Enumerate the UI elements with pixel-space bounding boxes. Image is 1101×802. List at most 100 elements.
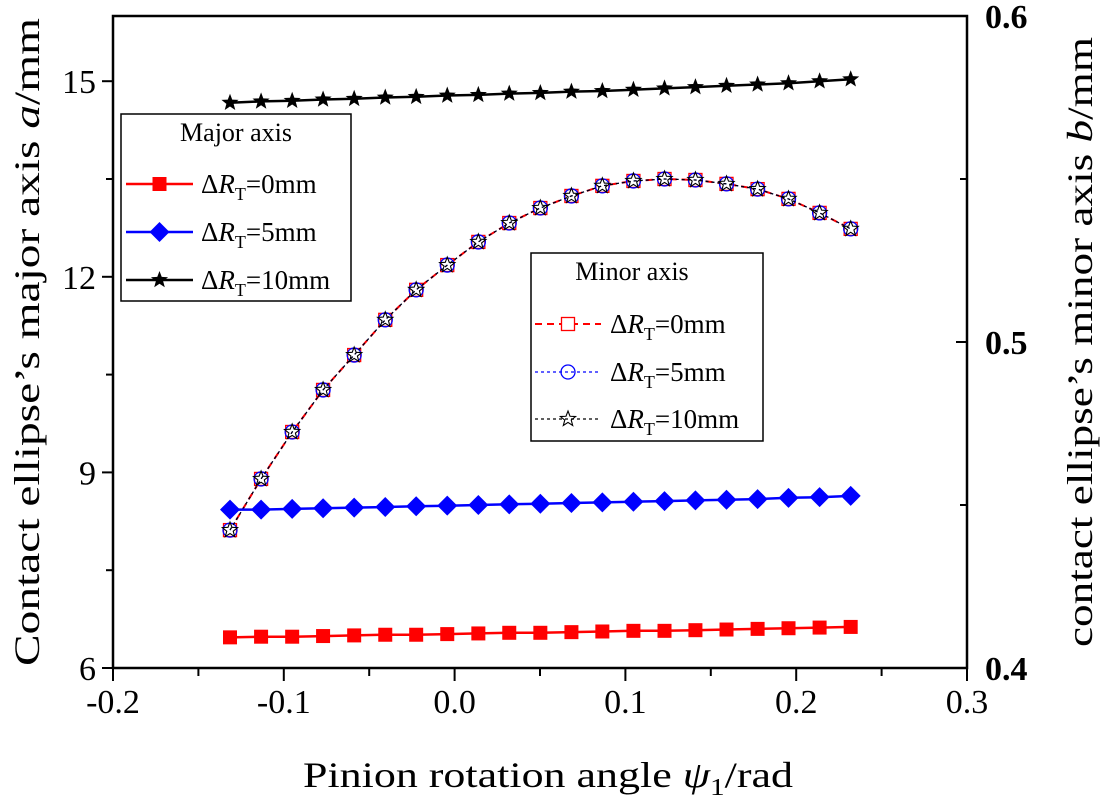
data-point xyxy=(623,491,644,512)
data-point xyxy=(500,213,519,231)
data-point xyxy=(685,490,706,511)
data-point xyxy=(562,82,580,99)
legend-entry: ΔRT=10mm xyxy=(126,265,330,300)
data-point xyxy=(499,494,520,515)
x-axis: -0.2 -0.1 0.0 0.1 0.2 0.3 xyxy=(86,668,988,721)
data-point xyxy=(595,624,610,639)
series-0 xyxy=(222,619,858,645)
data-point xyxy=(438,255,457,273)
data-point xyxy=(469,232,488,250)
y-axis-right: 0.4 0.5 0.6 xyxy=(956,0,1028,688)
y-axis-right-title: contact ellipse’s minor axis b/mm xyxy=(1060,37,1100,647)
data-point xyxy=(283,91,301,109)
legend-label: ΔRT=0mm xyxy=(610,309,726,344)
data-point xyxy=(530,493,551,514)
data-point xyxy=(593,176,612,194)
data-point xyxy=(376,88,394,105)
y-left-tick-label: 9 xyxy=(79,455,96,492)
data-point xyxy=(502,625,517,640)
legend-entry: ΔRT=0mm xyxy=(126,169,317,204)
data-point xyxy=(347,628,362,643)
data-point xyxy=(562,186,581,204)
data-point xyxy=(748,179,767,197)
data-point xyxy=(407,280,426,298)
y-left-tick-label: 6 xyxy=(79,651,96,688)
data-point xyxy=(593,81,611,99)
legend-marker xyxy=(558,409,578,427)
data-point xyxy=(749,75,767,92)
data-point xyxy=(222,630,237,645)
data-point xyxy=(469,85,487,103)
data-point xyxy=(840,485,861,506)
data-point xyxy=(283,422,302,440)
data-point xyxy=(717,76,736,94)
data-point xyxy=(812,620,827,635)
legend-marker xyxy=(152,177,167,191)
legend-label: ΔRT=10mm xyxy=(201,265,330,300)
x-tick-label: 0.1 xyxy=(604,684,647,721)
y-left-tick-label: 15 xyxy=(62,64,96,101)
data-point xyxy=(624,80,642,97)
legend-label: ΔRT=5mm xyxy=(610,357,726,392)
data-point xyxy=(747,489,768,510)
data-point xyxy=(285,629,300,644)
legend-marker xyxy=(560,364,576,380)
y-right-tick-label: 0.6 xyxy=(985,0,1028,36)
data-point xyxy=(406,496,427,517)
data-point xyxy=(750,621,765,636)
data-point xyxy=(842,70,860,87)
legend-box xyxy=(120,113,352,302)
series-5 xyxy=(220,169,860,538)
data-point xyxy=(686,78,704,95)
data-point xyxy=(688,623,703,638)
data-point xyxy=(624,171,643,189)
data-point xyxy=(407,87,425,105)
legend-label: ΔRT=10mm xyxy=(610,404,739,439)
x-tick-label: -0.2 xyxy=(86,684,140,721)
y-axis-left: 6 9 12 15 xyxy=(62,64,113,688)
x-tick-label: 0.3 xyxy=(946,684,989,721)
x-tick-label: -0.1 xyxy=(257,684,311,721)
data-point xyxy=(655,169,674,187)
data-point xyxy=(468,495,489,515)
legend-label: ΔRT=5mm xyxy=(201,217,317,252)
x-tick-label: 0.2 xyxy=(775,684,818,721)
y-right-tick-label: 0.5 xyxy=(985,325,1028,362)
data-point xyxy=(564,625,579,640)
data-point xyxy=(409,627,424,642)
data-point xyxy=(778,487,799,508)
legend-title: Minor axis xyxy=(575,257,688,286)
data-point xyxy=(438,86,456,103)
data-point xyxy=(437,495,458,516)
data-point xyxy=(561,493,582,514)
legend-major-axis: Major axis ΔRT=0mm ΔRT=5mm ΔRT=10mm xyxy=(120,113,352,302)
data-point xyxy=(314,380,333,398)
data-point xyxy=(219,499,240,520)
data-point xyxy=(252,469,271,487)
series-2 xyxy=(221,70,860,110)
x-tick-label: 0.0 xyxy=(433,684,476,721)
data-point xyxy=(314,90,332,107)
y-left-tick-label: 12 xyxy=(62,260,96,297)
data-point xyxy=(251,499,272,520)
data-point xyxy=(376,310,395,328)
data-point xyxy=(221,93,239,110)
y-axis-left-title: Contact ellipse’s major axis a/mm xyxy=(7,18,47,666)
data-point xyxy=(781,621,796,636)
legend-minor-axis: Minor axis ΔRT=0mm ΔRT=5mm ΔRT=10mm xyxy=(530,252,764,442)
data-point xyxy=(531,198,550,216)
legend-entry: ΔRT=5mm xyxy=(535,357,726,392)
data-point xyxy=(533,625,548,640)
data-point xyxy=(779,189,798,207)
data-point xyxy=(843,619,858,634)
data-point xyxy=(657,623,672,638)
data-point xyxy=(841,219,860,237)
data-point xyxy=(717,174,736,192)
series-1 xyxy=(219,485,861,520)
data-point xyxy=(810,203,829,221)
data-point xyxy=(716,489,737,510)
data-point xyxy=(811,72,829,89)
legend-entry: ΔRT=5mm xyxy=(126,217,317,252)
data-point xyxy=(316,629,331,644)
